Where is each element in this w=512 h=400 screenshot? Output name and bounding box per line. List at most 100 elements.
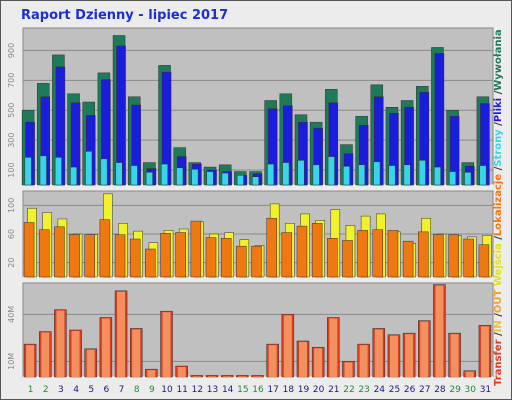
bar-lokalizacje-day-6 [99,219,111,278]
bar-lokalizacje-day-12 [190,220,202,278]
bar-transfer-fill-day-7 [117,291,126,377]
bar-strony-day-24 [373,161,381,186]
bar-transfer-fill-day-14 [223,376,232,377]
legend-right: Transfer /IN /OUT Wejścia /Lokalizacje /… [492,29,504,386]
legend-entry: Lokalizacje [493,170,504,236]
bar-transfer-fill-day-17 [268,345,277,377]
x-tick-label-day-4: 4 [73,385,79,395]
x-tick-label-day-10: 10 [161,385,173,395]
legend-entry: / [493,166,504,170]
bar-lokalizacje-day-23 [357,230,368,278]
bar-transfer-fill-day-21 [329,318,338,377]
x-tick-label-day-27: 27 [419,385,430,395]
bar-lokalizacje-day-24 [372,229,384,278]
bar-lokalizacje-day-31 [478,244,490,278]
legend-entry: / [493,90,504,94]
bar-transfer-fill-day-22 [344,362,353,377]
x-tick-label-day-8: 8 [134,385,140,395]
bar-strony-day-9 [145,172,153,186]
x-tick-label-day-22: 22 [343,385,354,395]
bar-transfer-fill-day-23 [359,345,368,377]
bar-strony-day-4 [70,166,78,186]
bar-transfer-fill-day-19 [298,341,307,377]
x-tick-label-day-23: 23 [358,385,369,395]
bar-strony-day-2 [39,155,47,186]
bar-transfer-fill-day-10 [162,312,171,377]
bar-transfer-fill-day-3 [56,310,65,377]
bar-strony-day-19 [297,160,305,186]
bar-transfer-fill-day-24 [374,329,383,377]
x-tick-label-day-1: 1 [28,385,34,395]
x-tick-label-day-26: 26 [404,385,416,395]
bar-transfer-fill-day-8 [132,329,141,377]
y-tick-label: 900 [7,43,16,58]
bar-strony-day-20 [312,164,320,186]
legend-entry: Wywołania [493,29,504,90]
bar-strony-day-13 [206,171,214,186]
x-tick-label-day-31: 31 [480,385,491,395]
bar-strony-day-15 [236,175,244,186]
x-tick-label-day-2: 2 [43,385,49,395]
bar-strony-day-30 [464,172,472,186]
x-tick-label-day-13: 13 [207,385,218,395]
bar-transfer-fill-day-15 [238,376,247,377]
bar-strony-day-8 [130,165,138,186]
bar-strony-day-5 [85,151,93,186]
bar-lokalizacje-day-10 [160,233,171,278]
bar-transfer-fill-day-13 [208,376,217,377]
chart-panel-locations-panel: 20 60 100 [7,190,494,278]
x-tick-label-day-29: 29 [449,385,461,395]
x-tick-label-day-7: 7 [119,385,125,395]
bar-lokalizacje-day-9 [145,248,156,278]
bar-pliki-day-28 [434,53,445,186]
legend-entry: IN [493,317,504,333]
y-tick-label: 100 [7,162,16,177]
y-tick-label: 10M [7,353,16,370]
x-tick-label-day-9: 9 [149,385,155,395]
bar-lokalizacje-day-1 [23,222,35,278]
bar-lokalizacje-day-20 [311,223,323,278]
bar-strony-day-21 [327,156,335,186]
bar-lokalizacje-day-29 [448,234,459,278]
legend-entry: Transfer [493,336,504,386]
bar-strony-day-1 [24,157,32,186]
bar-lokalizacje-day-8 [129,238,141,278]
bar-strony-day-31 [479,165,487,186]
bar-lokalizacje-day-18 [281,232,293,278]
bar-strony-day-10 [161,163,169,186]
bar-lokalizacje-day-17 [266,217,277,278]
bar-strony-day-12 [191,169,199,186]
bar-transfer-fill-day-12 [192,376,201,377]
bar-transfer-fill-day-18 [283,315,292,377]
bar-transfer-fill-day-26 [405,334,414,377]
bar-lokalizacje-day-16 [251,245,262,278]
bar-transfer-fill-day-11 [177,367,186,377]
y-tick-label: 20 [7,258,16,268]
x-tick-label-day-17: 17 [267,385,278,395]
bar-transfer-fill-day-28 [435,285,444,377]
x-tick-label-day-12: 12 [192,385,203,395]
bar-lokalizacje-day-21 [327,238,338,278]
bar-transfer-fill-day-6 [101,318,110,377]
bar-lokalizacje-day-28 [433,234,444,278]
bar-strony-day-3 [54,157,62,186]
bar-strony-day-6 [100,158,108,186]
legend-entry: / [493,332,504,336]
bar-strony-day-23 [358,164,366,186]
bar-transfer-fill-day-20 [314,348,323,377]
x-tick-label-day-11: 11 [176,385,187,395]
bar-transfer-fill-day-30 [465,371,474,377]
x-tick-label-day-15: 15 [237,385,248,395]
legend-entry: Pliki [493,94,504,122]
x-tick-label-day-24: 24 [374,385,386,395]
x-tick-label-day-3: 3 [58,385,64,395]
x-tick-label-day-16: 16 [252,385,264,395]
bar-lokalizacje-day-4 [69,234,80,278]
bar-transfer-fill-day-16 [253,376,262,377]
bar-lokalizacje-day-14 [220,238,232,278]
bar-lokalizacje-day-2 [38,229,50,278]
bar-strony-day-18 [282,162,290,186]
bar-lokalizacje-day-3 [54,226,65,278]
y-tick-label: 700 [7,73,16,88]
